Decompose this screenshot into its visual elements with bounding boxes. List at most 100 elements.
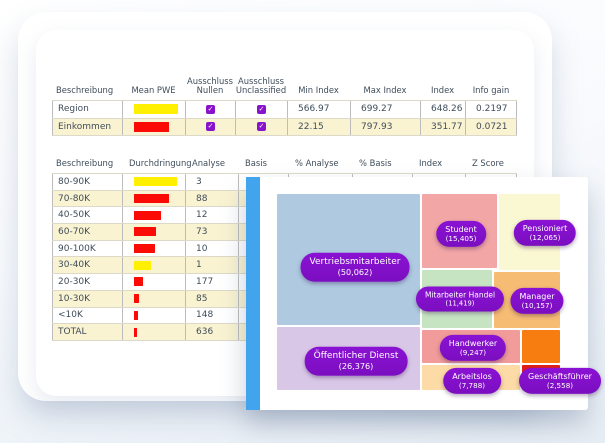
bar-cell bbox=[122, 290, 185, 307]
treemap-label-value: (50,062) bbox=[337, 266, 373, 277]
treemap-label-gesch-ftsf-hrer[interactable]: Geschäftsführer (2,558) bbox=[519, 367, 601, 395]
value-cell: 73 bbox=[185, 224, 238, 240]
bar-cell bbox=[122, 101, 185, 118]
row-label: TOTAL bbox=[52, 324, 122, 340]
column-header-6[interactable]: Index bbox=[430, 85, 455, 96]
column-header-2[interactable]: Analyse bbox=[192, 158, 225, 169]
row-label: 40-50K bbox=[52, 207, 122, 224]
row-label: Region bbox=[52, 101, 122, 118]
treemap-node-unlabeled[interactable] bbox=[522, 330, 560, 363]
occupation-treemap: Vertriebsmitarbeiter (50,062) Öffentlicher… bbox=[246, 177, 601, 410]
column-header-7[interactable]: Z Score bbox=[472, 158, 504, 169]
value-cell: 351.77 bbox=[420, 118, 465, 135]
column-header-1[interactable]: Mean PWE bbox=[131, 85, 176, 96]
penetration-bar bbox=[134, 294, 139, 304]
column-header-5[interactable]: Max Index bbox=[363, 85, 407, 96]
treemap-label-manager[interactable]: Manager (10,157) bbox=[510, 287, 564, 315]
value-cell: 22.15 bbox=[287, 118, 350, 135]
ausschluss-nullen-checkbox[interactable]: ✓ bbox=[206, 104, 215, 114]
value-cell: 636 bbox=[185, 324, 238, 340]
bar-cell bbox=[122, 118, 185, 135]
value-cell bbox=[238, 224, 288, 240]
checkbox-cell: ✓ bbox=[235, 101, 287, 118]
row-label: 60-70K bbox=[52, 224, 122, 240]
row-label: 90-100K bbox=[52, 240, 122, 257]
value-cell bbox=[238, 257, 288, 274]
treemap-label-name: Manager bbox=[519, 291, 555, 301]
column-header-3[interactable]: Basis bbox=[245, 158, 267, 169]
bar-cell bbox=[122, 224, 185, 240]
penetration-bar bbox=[134, 194, 169, 204]
value-cell bbox=[238, 207, 288, 224]
penetration-bar bbox=[134, 260, 151, 270]
treemap-label-pensioniert[interactable]: Pensioniert (12,065) bbox=[513, 219, 577, 247]
row-label: 20-30K bbox=[52, 274, 122, 290]
column-header-4[interactable]: % Analyse bbox=[295, 158, 339, 169]
row-label: 80-90K bbox=[52, 174, 122, 190]
treemap-label-name: Vertriebsmitarbeiter bbox=[309, 256, 401, 267]
panel-accent-strip bbox=[246, 177, 260, 410]
penetration-bar bbox=[134, 121, 169, 132]
column-header-3[interactable]: Ausschluss Unclassified bbox=[235, 75, 287, 96]
treemap-label-name: Geschäftsführer bbox=[528, 371, 592, 381]
value-cell: 797.93 bbox=[350, 118, 420, 135]
column-header-4[interactable]: Min Index bbox=[298, 85, 339, 96]
treemap-label-value: (11,419) bbox=[445, 299, 475, 308]
value-cell: 3 bbox=[185, 174, 238, 190]
value-cell: 566.97 bbox=[287, 101, 350, 118]
checkbox-cell: ✓ bbox=[185, 101, 235, 118]
value-cell bbox=[238, 290, 288, 307]
table-row[interactable]: Region ✓ ✓ 566.97 699.27 648.26 0.2197 bbox=[52, 100, 517, 118]
treemap-label-value: (7,788) bbox=[458, 380, 486, 390]
column-header-0[interactable]: Beschreibung bbox=[56, 158, 114, 169]
checkbox-cell: ✓ bbox=[235, 118, 287, 135]
treemap-label-vertriebsmitarbeiter[interactable]: Vertriebsmitarbeiter (50,062) bbox=[300, 252, 410, 282]
column-header-2[interactable]: Ausschluss Nullen bbox=[186, 75, 234, 96]
table-row[interactable]: Einkommen ✓ ✓ 22.15 797.93 351.77 0.0721 bbox=[52, 117, 517, 136]
ausschluss-nullen-checkbox[interactable]: ✓ bbox=[206, 122, 215, 132]
column-header-5[interactable]: % Basis bbox=[359, 158, 392, 169]
treemap-label-name: Pensioniert bbox=[522, 223, 568, 233]
row-label: 30-40K bbox=[52, 257, 122, 274]
ausschluss-unclassified-checkbox[interactable]: ✓ bbox=[257, 122, 266, 132]
value-cell bbox=[238, 324, 288, 340]
ausschluss-unclassified-checkbox[interactable]: ✓ bbox=[257, 104, 266, 114]
treemap-label-ffentlicher-dienst[interactable]: Öffentlicher Dienst (26,376) bbox=[304, 346, 408, 376]
treemap-label-value: (26,376) bbox=[338, 360, 374, 371]
treemap-label-value: (9,247) bbox=[459, 347, 487, 357]
value-cell: 699.27 bbox=[350, 101, 420, 118]
value-cell: 12 bbox=[185, 207, 238, 224]
treemap-panel: Vertriebsmitarbeiter (50,062) Öffentlicher… bbox=[246, 177, 601, 410]
penetration-bar bbox=[134, 104, 178, 115]
penetration-bar bbox=[134, 244, 155, 254]
bar-cell bbox=[122, 174, 185, 190]
column-header-7[interactable]: Info gain bbox=[472, 85, 510, 96]
value-cell bbox=[238, 307, 288, 324]
value-cell bbox=[238, 190, 288, 207]
treemap-label-value: (2,558) bbox=[546, 380, 574, 390]
penetration-bar bbox=[134, 210, 161, 220]
bar-cell bbox=[122, 257, 185, 274]
value-cell: 88 bbox=[185, 190, 238, 207]
bar-cell bbox=[122, 307, 185, 324]
value-cell: 1 bbox=[185, 257, 238, 274]
table-header-row: Beschreibung Durchdringung Analyse Basis % A… bbox=[52, 155, 517, 173]
column-header-0[interactable]: Beschreibung bbox=[56, 85, 114, 96]
treemap-label-handwerker[interactable]: Handwerker (9,247) bbox=[439, 334, 507, 362]
treemap-label-student[interactable]: Student (15,405) bbox=[436, 220, 486, 248]
treemap-label-arbeitslos[interactable]: Arbeitslos (7,788) bbox=[443, 367, 501, 395]
row-label: 10-30K bbox=[52, 290, 122, 307]
row-label: Einkommen bbox=[52, 118, 122, 135]
value-cell: 0.2197 bbox=[465, 101, 517, 118]
bar-cell bbox=[122, 324, 185, 340]
penetration-bar bbox=[134, 277, 143, 287]
treemap-label-name: Öffentlicher Dienst bbox=[313, 350, 399, 361]
treemap-label-mitarbeiter-handel[interactable]: Mitarbeiter Handel (11,419) bbox=[415, 286, 505, 312]
treemap-label-name: Arbeitslos bbox=[452, 371, 492, 381]
penetration-bar bbox=[134, 327, 137, 337]
column-header-6[interactable]: Index bbox=[419, 158, 443, 169]
bar-cell bbox=[122, 240, 185, 257]
column-header-1[interactable]: Durchdringung bbox=[129, 158, 192, 169]
value-cell: 85 bbox=[185, 290, 238, 307]
